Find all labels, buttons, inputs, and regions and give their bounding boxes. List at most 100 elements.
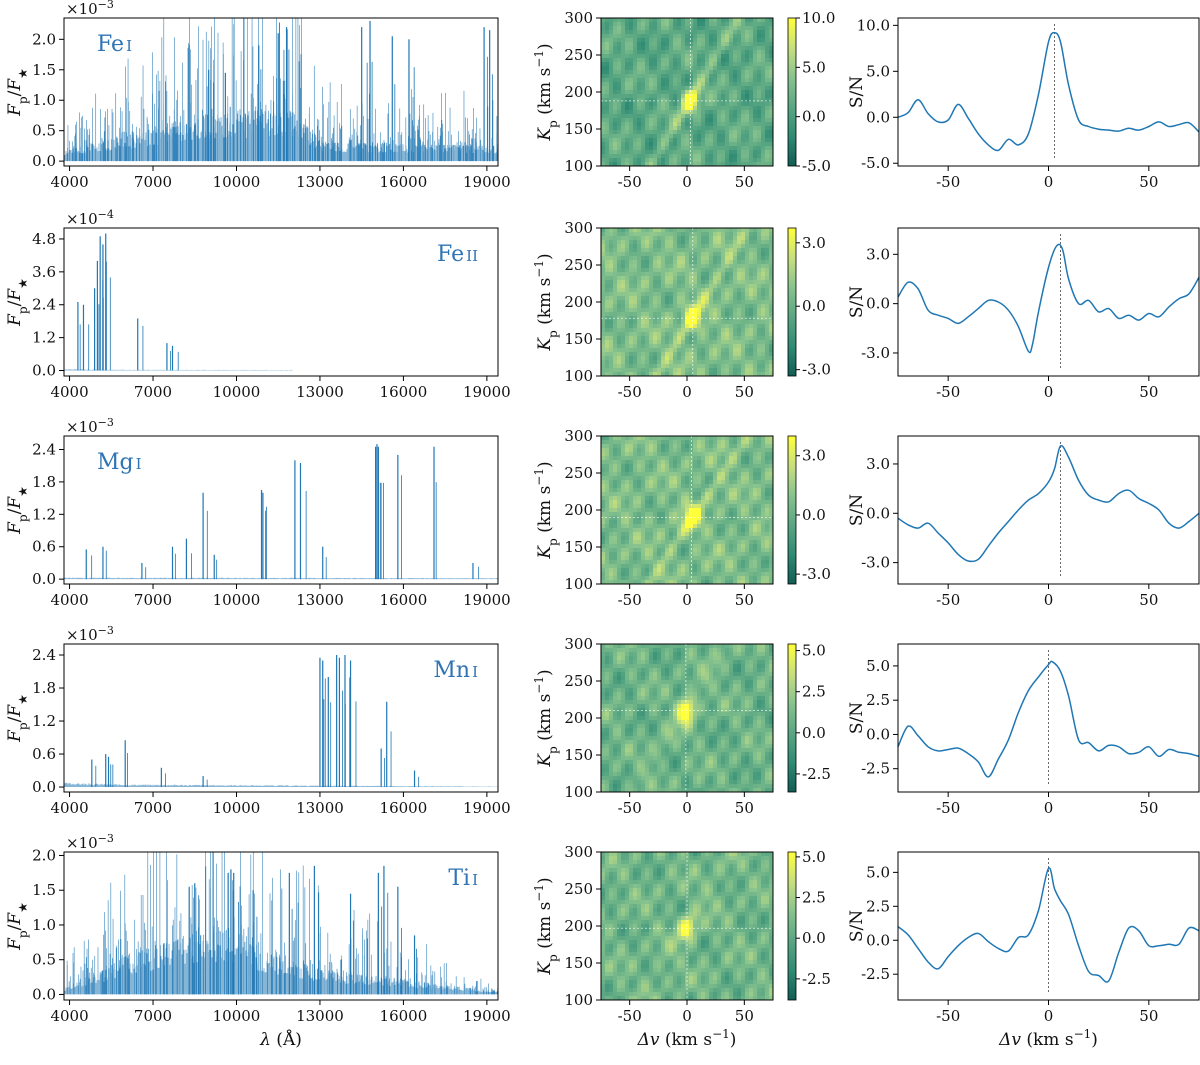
kp-map-cell <box>697 42 702 47</box>
kp-map-cell <box>633 572 638 577</box>
kp-map-cell <box>685 248 690 253</box>
kp-map-cell <box>745 516 750 521</box>
kp-map-cell <box>637 252 642 257</box>
kp-map-cell <box>741 348 746 353</box>
kp-map-cell <box>733 552 738 557</box>
kp-map-cell <box>745 74 750 79</box>
kp-map-cell <box>749 280 754 285</box>
kp-map-cell <box>737 528 742 533</box>
kp-map-cell <box>641 62 646 67</box>
element-label: Fe II <box>437 242 478 267</box>
kp-map-cell <box>681 50 686 55</box>
kp-map-cell <box>709 348 714 353</box>
kp-map-cell <box>641 30 646 35</box>
kp-map-cell <box>769 484 774 489</box>
kp-map-cell <box>713 576 718 581</box>
kp-map-cell <box>677 236 682 241</box>
kp-map-cell <box>653 46 658 51</box>
kp-map-cell <box>665 280 670 285</box>
kp-map-cell <box>713 484 718 489</box>
kp-map-cell <box>673 26 678 31</box>
kp-map-cell <box>649 372 654 377</box>
kp-map-cell <box>733 488 738 493</box>
kp-map-cell <box>713 572 718 577</box>
kp-map-cell <box>705 492 710 497</box>
kp-map-cell <box>625 348 630 353</box>
kp-map-cell <box>701 312 706 317</box>
kp-map-cell <box>745 492 750 497</box>
kp-map-cell <box>741 456 746 461</box>
kp-map-cell <box>757 304 762 309</box>
kp-map-cell <box>681 154 686 159</box>
kp-map-cell <box>637 332 642 337</box>
kp-map-cell <box>613 34 618 39</box>
kp-map-cell <box>641 98 646 103</box>
kp-map-cell <box>681 62 686 67</box>
kp-map-cell <box>625 304 630 309</box>
kp-map-cell <box>701 154 706 159</box>
kp-map-cell <box>601 126 606 131</box>
kp-map-cell <box>609 488 614 493</box>
kp-map-cell <box>737 304 742 309</box>
kp-map-cell <box>613 556 618 561</box>
kp-map-cell <box>765 284 770 289</box>
kp-map-cell <box>641 468 646 473</box>
kp-map-cell <box>741 440 746 445</box>
kp-map-cell <box>673 50 678 55</box>
kp-map-cell <box>697 512 702 517</box>
kp-map-cell <box>617 492 622 497</box>
kp-map-cell <box>765 228 770 233</box>
kp-map-cell <box>709 572 714 577</box>
kp-map-cell <box>729 70 734 75</box>
kp-map-cell <box>621 532 626 537</box>
kp-map-cell <box>637 524 642 529</box>
kp-map-cell <box>761 348 766 353</box>
kp-map-cell <box>721 356 726 361</box>
kp-map-cell <box>705 320 710 325</box>
kp-map-cell <box>621 320 626 325</box>
kp-map-cell <box>665 292 670 297</box>
kp-map-cell <box>613 452 618 457</box>
kp-map-cell <box>769 328 774 333</box>
kp-map-cell <box>765 118 770 123</box>
kp-map-cell <box>669 54 674 59</box>
kp-map-cell <box>625 38 630 43</box>
kp-map-cell <box>629 86 634 91</box>
kp-map-cell <box>681 30 686 35</box>
kp-map-cell <box>733 126 738 131</box>
kp-map-cell <box>701 368 706 373</box>
kp-map-cell <box>717 248 722 253</box>
kp-map-cell <box>713 480 718 485</box>
kp-map-cell <box>713 134 718 139</box>
kp-map-cell <box>621 336 626 341</box>
kp-map-cell <box>637 66 642 71</box>
kp-map-cell <box>741 300 746 305</box>
kp-map-cell <box>745 78 750 83</box>
kp-map-cell <box>697 26 702 31</box>
kp-map-cell <box>709 134 714 139</box>
kp-map-cell <box>661 150 666 155</box>
kp-map-cell <box>753 268 758 273</box>
kp-map-cell <box>669 90 674 95</box>
kp-map-cell <box>653 504 658 509</box>
kp-map-cell <box>713 364 718 369</box>
kp-map-cell <box>709 98 714 103</box>
kp-map-cell <box>609 352 614 357</box>
kp-map-cell <box>753 356 758 361</box>
kp-map-cell <box>673 62 678 67</box>
kp-map-cell <box>609 102 614 107</box>
kp-map-cell <box>705 264 710 269</box>
kp-map-cell <box>625 356 630 361</box>
kp-map-cell <box>677 496 682 501</box>
kp-map-cell <box>717 228 722 233</box>
kp-map-cell <box>733 368 738 373</box>
kp-map-cell <box>649 548 654 553</box>
kp-map-cell <box>645 122 650 127</box>
kp-map-cell <box>645 134 650 139</box>
kp-map-cell <box>761 252 766 257</box>
kp-map-cell <box>673 22 678 27</box>
kp-map-cell <box>669 488 674 493</box>
kp-map-cell <box>753 236 758 241</box>
kp-map-cell <box>757 240 762 245</box>
kp-map-cell <box>653 320 658 325</box>
